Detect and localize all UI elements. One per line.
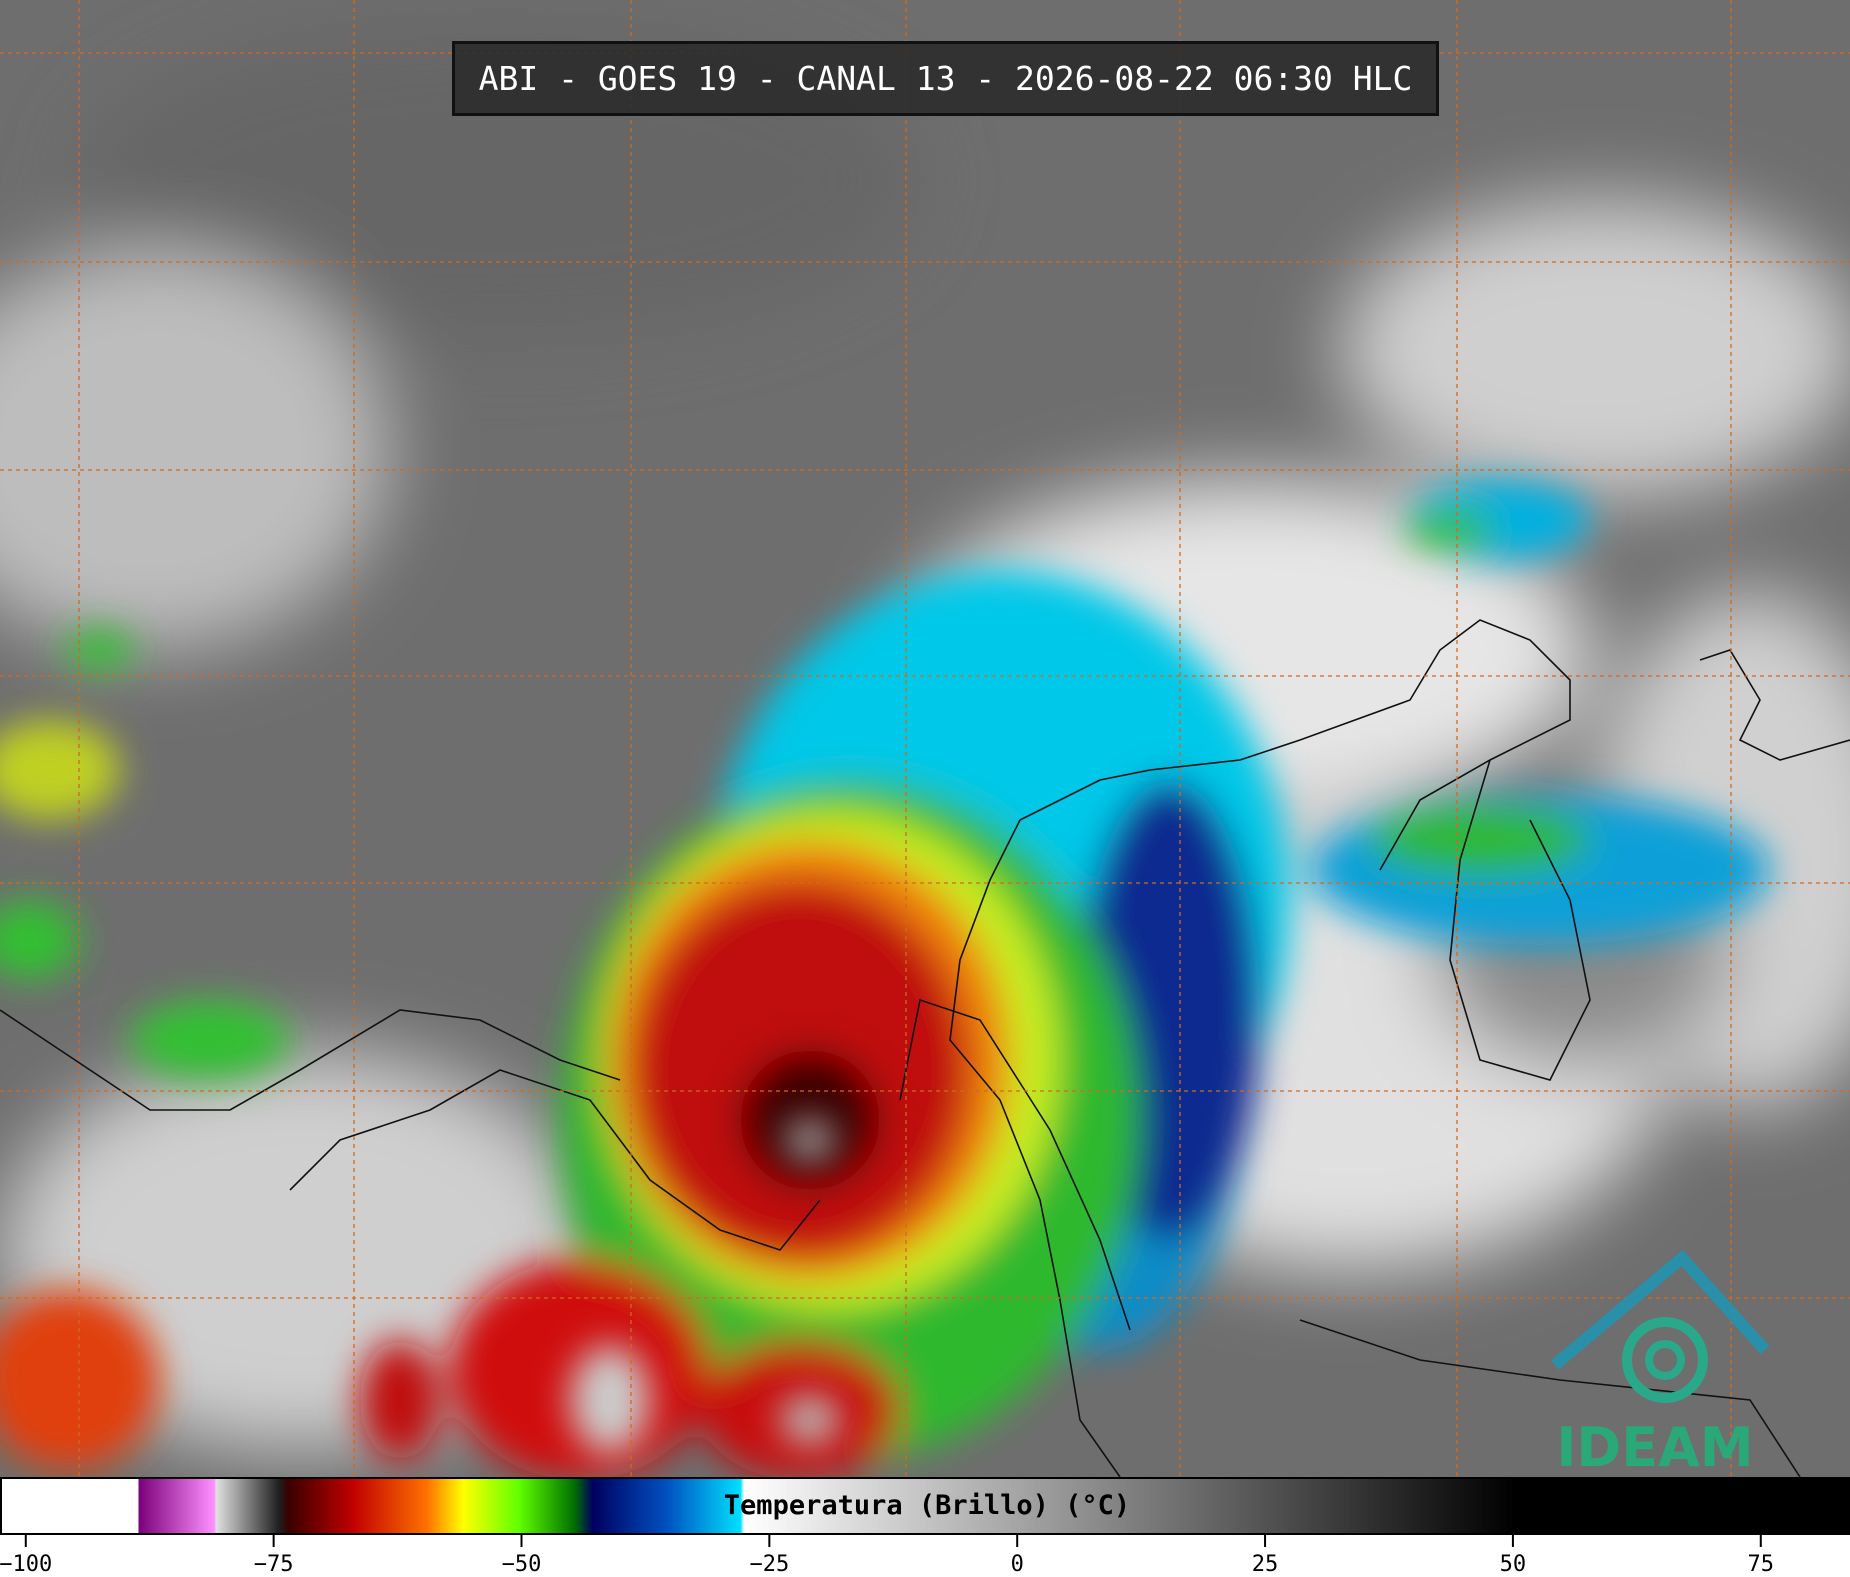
colorbar-label: Temperatura (Brillo) (°C) <box>723 1490 1131 1521</box>
tick-label: −75 <box>254 1552 294 1577</box>
ideam-logo: IDEAM <box>1551 1249 1770 1477</box>
tick-label: 75 <box>1748 1552 1775 1577</box>
satellite-map: IDEAM <box>0 0 1850 1477</box>
title: ABI - GOES 19 - CANAL 13 - 2026-08-22 06… <box>452 41 1439 116</box>
colorbar <box>0 1477 1850 1535</box>
logo-swirl <box>1622 1317 1708 1403</box>
logo-swirl-inner <box>1645 1340 1685 1380</box>
colorbar-frame: Temperatura (Brillo) (°C) <box>0 1490 1850 1521</box>
coastlines <box>0 619 1850 1477</box>
graticule <box>0 0 1850 1477</box>
tick-label: 0 <box>1011 1552 1024 1577</box>
tick-label: −50 <box>502 1552 542 1577</box>
logo-roof <box>1551 1249 1770 1370</box>
tick-label: −100 <box>0 1552 52 1577</box>
tick-label: 50 <box>1500 1552 1527 1577</box>
cold-tops <box>570 1120 840 1455</box>
colorbar-axis: −100 −75 −50 −25 0 25 50 75 <box>0 1535 1850 1577</box>
tick-label: −25 <box>749 1552 789 1577</box>
logo-text: IDEAM <box>1556 1416 1753 1477</box>
tick-label: 25 <box>1252 1552 1279 1577</box>
